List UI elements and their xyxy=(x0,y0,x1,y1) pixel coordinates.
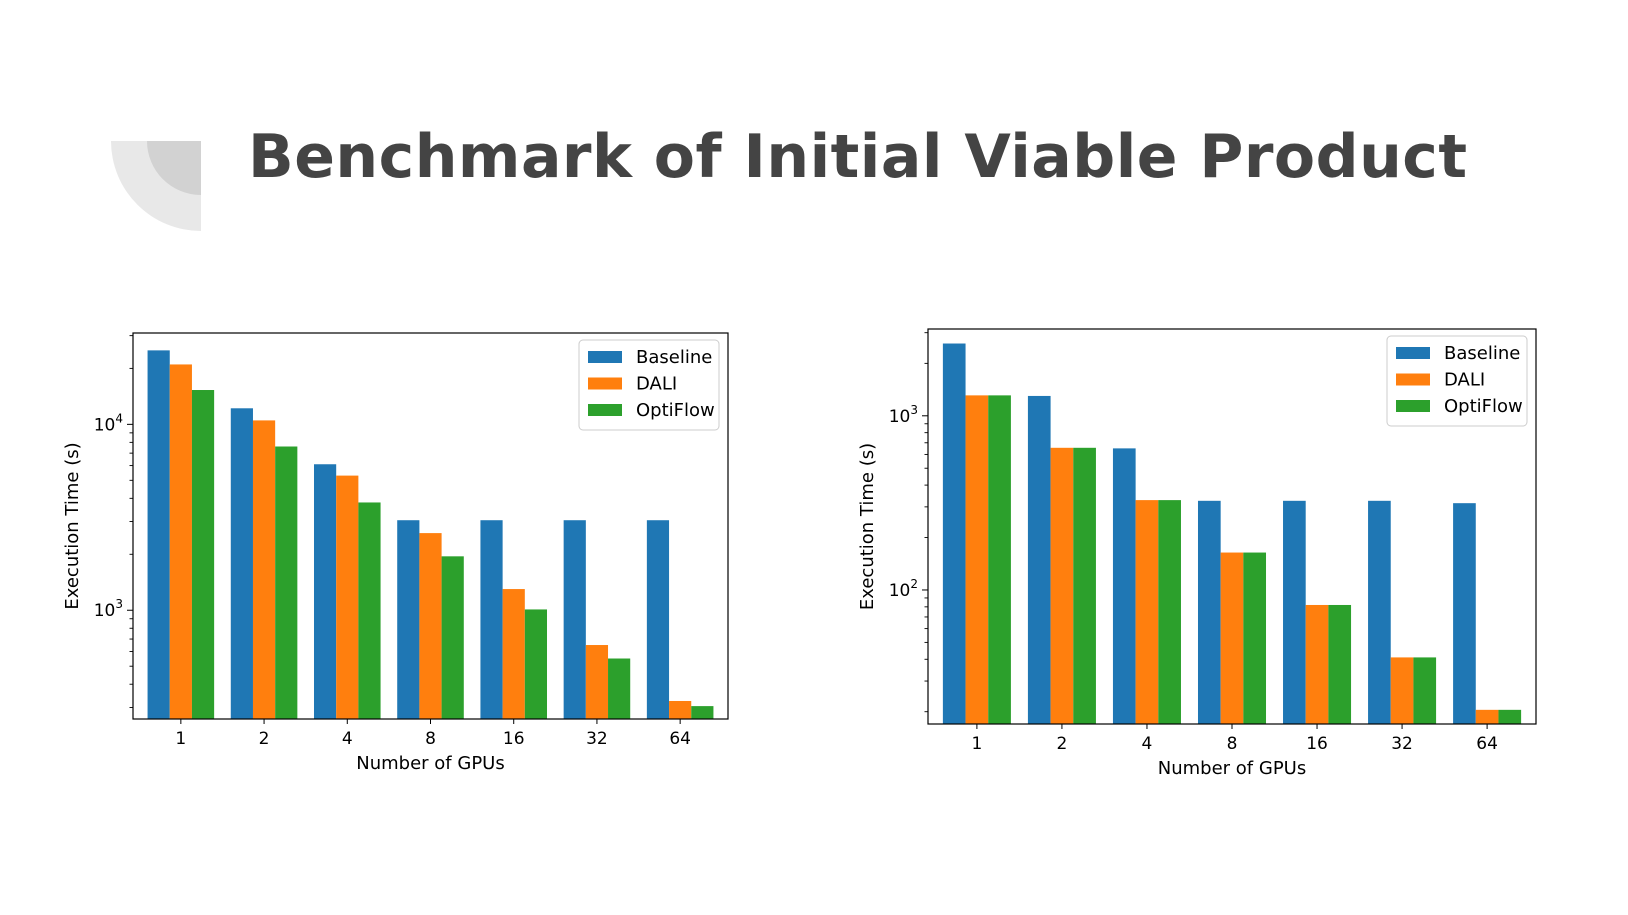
bar-dali-4 xyxy=(336,475,359,719)
legend: Baseline DALI OptiFlow xyxy=(1386,335,1528,427)
bar-baseline-64 xyxy=(1453,503,1476,724)
corner-decoration xyxy=(111,141,201,231)
bar-baseline-16 xyxy=(480,520,503,719)
bar-dali-64 xyxy=(669,700,692,719)
x-tick-label-32: 32 xyxy=(586,729,608,749)
bar-optiflow-4 xyxy=(358,502,381,719)
bar-optiflow-4 xyxy=(1158,500,1181,724)
legend-label-dali: DALI xyxy=(1444,370,1485,391)
bar-optiflow-1 xyxy=(988,395,1011,724)
bar-baseline-2 xyxy=(1027,395,1051,724)
x-tick-label-16: 16 xyxy=(1306,734,1328,754)
legend-swatch-optiflow xyxy=(588,404,622,416)
bar-optiflow-16 xyxy=(1328,604,1352,724)
legend-label-optiflow: OptiFlow xyxy=(636,400,715,421)
bar-dali-2 xyxy=(252,420,276,719)
x-tick-label-32: 32 xyxy=(1391,734,1413,754)
x-tick-label-64: 64 xyxy=(1476,734,1498,754)
y-tick-label-1000: 103 xyxy=(889,403,918,427)
bar-optiflow-2 xyxy=(275,446,298,719)
legend-label-baseline: Baseline xyxy=(636,347,712,368)
bar-dali-4 xyxy=(1135,500,1159,724)
legend-swatch-dali xyxy=(1396,373,1430,386)
y-tick-label-100: 102 xyxy=(889,577,918,601)
x-tick-label-8: 8 xyxy=(425,729,436,749)
bar-dali-1 xyxy=(965,395,989,724)
chart-right: 1 2 4 8 16 32 64 102 103 Number of GPUs Execution … xyxy=(857,328,1537,779)
bar-baseline-8 xyxy=(397,520,420,719)
bar-baseline-1 xyxy=(942,343,966,724)
x-tick-label-2: 2 xyxy=(259,729,270,749)
y-tick-label-1000: 103 xyxy=(94,597,123,621)
bar-dali-32 xyxy=(1390,657,1414,724)
x-tick-label-64: 64 xyxy=(669,729,691,749)
bar-optiflow-64 xyxy=(691,706,714,719)
bar-baseline-16 xyxy=(1283,500,1306,724)
x-tick-label-2: 2 xyxy=(1057,734,1068,754)
bar-baseline-4 xyxy=(313,464,337,719)
legend: Baseline DALI OptiFlow xyxy=(578,339,720,431)
legend-swatch-dali xyxy=(588,377,622,390)
bar-dali-1 xyxy=(169,364,192,719)
bar-dali-8 xyxy=(419,533,442,719)
bar-baseline-32 xyxy=(563,520,586,719)
decoration-inner-arc xyxy=(147,141,201,195)
x-axis-label: Number of GPUs xyxy=(356,753,504,774)
y-tick-label-10000: 104 xyxy=(94,411,123,435)
bar-baseline-8 xyxy=(1197,500,1221,724)
bar-baseline-1 xyxy=(147,350,170,719)
bar-optiflow-64 xyxy=(1498,709,1522,724)
bar-optiflow-16 xyxy=(524,609,548,719)
x-tick-label-1: 1 xyxy=(971,734,982,754)
bar-dali-8 xyxy=(1220,552,1244,724)
x-tick-label-8: 8 xyxy=(1227,734,1238,754)
bar-baseline-64 xyxy=(646,520,670,719)
legend-label-baseline: Baseline xyxy=(1444,343,1520,364)
legend-swatch-baseline xyxy=(588,351,622,363)
bar-dali-16 xyxy=(502,589,525,719)
bar-baseline-2 xyxy=(230,408,253,719)
bar-dali-16 xyxy=(1305,604,1329,724)
bar-optiflow-2 xyxy=(1073,447,1096,724)
x-tick-label-16: 16 xyxy=(503,729,525,749)
bar-optiflow-32 xyxy=(608,658,631,719)
bar-baseline-32 xyxy=(1368,500,1391,724)
y-axis-label: Execution Time (s) xyxy=(857,443,878,610)
bar-optiflow-8 xyxy=(441,556,464,719)
chart-left: 1 2 4 8 16 32 64 103 104 Number of GPUs Execution … xyxy=(62,332,729,774)
legend-swatch-baseline xyxy=(1396,347,1430,359)
slide-title: Benchmark of Initial Viable Product xyxy=(248,122,1468,192)
x-tick-label-4: 4 xyxy=(1142,734,1153,754)
bar-optiflow-8 xyxy=(1243,552,1267,724)
x-tick-label-1: 1 xyxy=(175,729,186,749)
y-axis-label: Execution Time (s) xyxy=(62,442,83,609)
bar-optiflow-1 xyxy=(191,390,215,719)
legend-label-dali: DALI xyxy=(636,374,677,395)
bar-baseline-4 xyxy=(1112,448,1136,724)
bar-optiflow-32 xyxy=(1413,657,1437,724)
x-tick-label-4: 4 xyxy=(342,729,353,749)
x-axis-label: Number of GPUs xyxy=(1158,758,1306,779)
bar-dali-2 xyxy=(1050,447,1074,724)
bar-dali-64 xyxy=(1475,709,1499,724)
bar-dali-32 xyxy=(585,645,609,719)
legend-label-optiflow: OptiFlow xyxy=(1444,396,1523,417)
legend-swatch-optiflow xyxy=(1396,400,1430,412)
